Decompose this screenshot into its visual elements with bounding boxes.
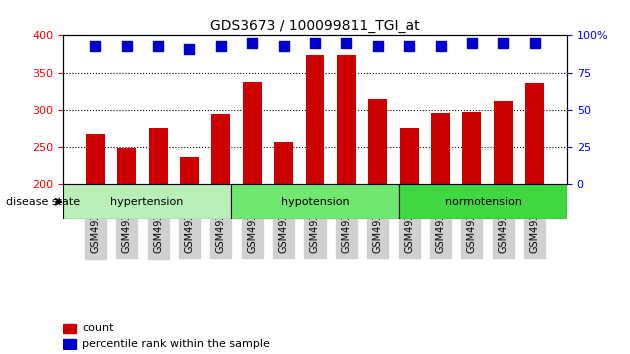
Point: [373, 43, 383, 48]
Point: [90, 43, 100, 48]
Bar: [243, 82, 261, 184]
Text: percentile rank within the sample: percentile rank within the sample: [82, 339, 270, 349]
Bar: [337, 55, 356, 184]
Point: [185, 46, 195, 52]
Text: count: count: [82, 323, 113, 333]
Bar: [462, 112, 481, 184]
Point: [278, 43, 289, 48]
Bar: [399, 127, 418, 184]
Text: hypertension: hypertension: [110, 197, 184, 207]
Bar: [180, 157, 199, 184]
FancyBboxPatch shape: [63, 184, 231, 219]
Bar: [63, 324, 76, 333]
Text: normotension: normotension: [445, 197, 522, 207]
Point: [467, 40, 477, 46]
Bar: [117, 148, 136, 184]
Bar: [431, 113, 450, 184]
Bar: [212, 114, 231, 184]
Bar: [525, 83, 544, 184]
Bar: [149, 127, 168, 184]
Point: [341, 40, 352, 46]
Point: [404, 43, 414, 48]
Bar: [86, 133, 105, 184]
Point: [216, 43, 226, 48]
Text: disease state: disease state: [6, 197, 81, 207]
Bar: [63, 339, 76, 349]
Point: [153, 43, 163, 48]
Point: [498, 40, 508, 46]
FancyBboxPatch shape: [399, 184, 567, 219]
Bar: [494, 101, 513, 184]
Point: [530, 40, 540, 46]
Point: [435, 43, 445, 48]
Bar: [306, 55, 324, 184]
Text: hypotension: hypotension: [281, 197, 349, 207]
Point: [247, 40, 257, 46]
Point: [122, 43, 132, 48]
FancyBboxPatch shape: [231, 184, 399, 219]
Bar: [369, 99, 387, 184]
Title: GDS3673 / 100099811_TGI_at: GDS3673 / 100099811_TGI_at: [210, 19, 420, 33]
Bar: [274, 142, 293, 184]
Point: [310, 40, 320, 46]
